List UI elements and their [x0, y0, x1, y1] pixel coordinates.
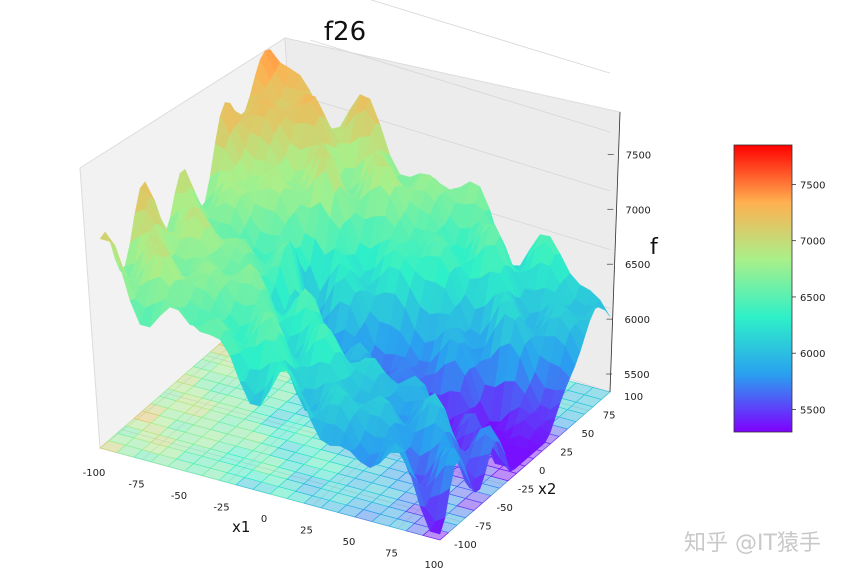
chart-title: f26: [324, 17, 366, 47]
x-tick-label: -25: [213, 503, 229, 514]
x-tick-label: 0: [261, 514, 267, 525]
colorbar-tick-label: 6000: [800, 349, 825, 360]
colorbar-ticks: 5500 6000 6500 7000 7500: [792, 180, 825, 416]
z-tick-label: 7000: [625, 205, 650, 216]
surface-mesh: [99, 49, 611, 535]
y-tick-label: -50: [497, 503, 513, 514]
x-tick-labels: -100 -75 -50 -25 0 25 50 75 100: [83, 468, 444, 571]
x-tick-label: 100: [424, 560, 443, 571]
y-axis-label: x2: [538, 480, 556, 498]
y-tick-label: -25: [518, 485, 534, 496]
y-tick-labels: -100 -75 -50 -25 0 25 50 75 100: [454, 392, 643, 551]
colorbar-gradient: [733, 144, 793, 433]
watermark: 知乎 @IT猿手: [684, 531, 821, 556]
colorbar-tick-label: 7000: [800, 237, 825, 248]
colorbar: 5500 6000 6500 7000 7500: [733, 144, 825, 433]
x-tick-label: -100: [83, 468, 106, 479]
z-axis-line: [609, 111, 621, 393]
x-tick-label: 75: [385, 549, 398, 560]
z-tick-label: 6000: [625, 315, 650, 326]
surface-patch: [429, 517, 446, 535]
y-tick-label: 100: [624, 392, 643, 403]
colorbar-tick-label: 5500: [800, 405, 825, 416]
z-tick-label: 5500: [624, 370, 649, 381]
x-tick-label: -50: [171, 491, 187, 502]
back-gridline: [370, 0, 611, 74]
y-tick-label: -100: [454, 540, 477, 551]
x-tick-label: -75: [128, 480, 144, 491]
y-tick-label: 25: [560, 448, 573, 459]
y-tick-label: 50: [582, 429, 595, 440]
y-tick-label: 75: [603, 411, 616, 422]
x-tick-label: 25: [300, 526, 313, 537]
z-tick-label: 7500: [626, 150, 651, 161]
x-tick-label: 50: [343, 537, 356, 548]
y-tick-label: -75: [475, 522, 491, 533]
z-tick-label: 6500: [625, 260, 650, 271]
back-gridline: [309, 39, 611, 133]
colorbar-tick-label: 6500: [800, 293, 825, 304]
y-tick-label: 0: [539, 466, 545, 477]
z-tick-labels: 5500 6000 6500 7000 7500: [606, 111, 651, 393]
x-axis-label: x1: [232, 518, 250, 536]
colorbar-tick-label: 7500: [800, 180, 825, 191]
z-axis-label: f: [650, 235, 659, 260]
